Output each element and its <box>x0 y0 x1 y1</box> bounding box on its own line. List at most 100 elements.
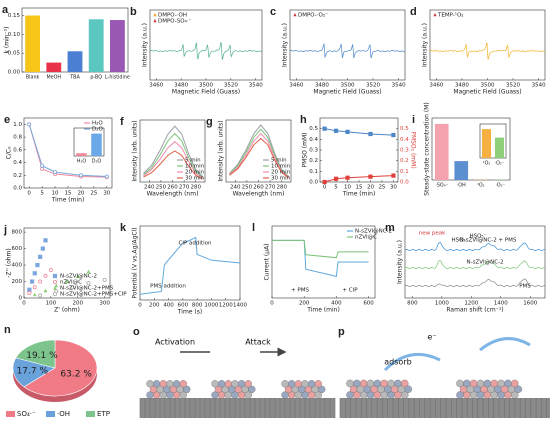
y-tick-label: 0.4 <box>309 137 318 143</box>
y-axis-label: Intensity (arb. units) <box>132 120 139 181</box>
y-tick-label: 0.5 <box>309 126 318 132</box>
y-axis-label: Intensity (a.u.) <box>142 23 149 67</box>
x-tick-label: 270 <box>179 185 190 191</box>
plot-frame <box>73 127 105 157</box>
y-axis-label: k (min⁻¹) <box>4 27 11 54</box>
x-tick-label: 3460 <box>429 83 443 89</box>
pie-slice <box>15 339 56 369</box>
x-tick-label: 1400 <box>233 303 247 309</box>
marker <box>86 269 91 274</box>
y-axis-label: Current (μA) <box>264 243 271 280</box>
x-tick-label: 15 <box>356 185 363 191</box>
legend-label: 20 min <box>271 170 291 176</box>
plot-frame <box>23 227 111 299</box>
atom <box>244 391 252 399</box>
marker <box>391 132 396 138</box>
x-tick-label: 3520 <box>224 83 238 89</box>
x-tick-label: Blank <box>26 75 40 81</box>
raman-line <box>404 241 546 251</box>
x-tick-label: 3460 <box>149 83 163 89</box>
legend-label: N-sZVI@NC-2+PMS <box>60 286 114 292</box>
pie-label: 17.7 % <box>17 366 49 376</box>
y-axis-label: Intensity (a.u.) <box>422 23 429 67</box>
marker <box>40 166 45 171</box>
x-tick-label: 3500 <box>341 83 355 89</box>
scheme-text: Attack <box>245 338 271 347</box>
y2-tick-label: 0.4 <box>400 137 409 143</box>
series-line <box>139 236 241 295</box>
panel-label: e <box>4 114 10 126</box>
x-tick-label: D₂O <box>92 159 102 165</box>
x-axis-label: Time (s) <box>177 309 202 316</box>
marker <box>48 267 53 272</box>
atom <box>387 379 395 388</box>
marker <box>333 176 339 181</box>
legend-label: nZVI@C <box>355 235 377 241</box>
marker <box>53 279 58 284</box>
marker <box>52 273 58 279</box>
x-tick-label: ¹O₂ <box>477 183 485 189</box>
y-tick-label: 800 <box>12 230 23 236</box>
y2-tick-label: 0.2 <box>400 158 409 164</box>
x-tick-label: 3540 <box>249 83 263 89</box>
y-tick-label: 0.2 <box>309 158 318 164</box>
y-tick-label: 0.6 <box>13 147 22 153</box>
legend-swatch <box>153 19 157 23</box>
marker <box>32 285 37 290</box>
marker <box>391 173 396 178</box>
y-axis-label: Intensity (arb. units) <box>218 120 225 181</box>
scheme-o: o Activation Attack <box>133 326 336 418</box>
substrate <box>140 398 335 418</box>
atom <box>514 385 523 393</box>
panel-label: b <box>130 6 137 18</box>
x-tick-label: ·O₂⁻ <box>495 183 505 189</box>
legend-label: DMPO-·OH <box>158 13 187 19</box>
y-tick-label: 0.4 <box>13 160 22 166</box>
legend-swatch <box>153 13 157 17</box>
bar <box>434 123 449 180</box>
y-tick-label: 0.3 <box>309 148 318 154</box>
x-tick-label: 200 <box>149 303 160 309</box>
y2-tick-label: 0.1 <box>400 169 409 175</box>
x-tick-label: 30 <box>103 191 110 197</box>
x-tick-label: H₂O <box>77 159 87 165</box>
bar <box>76 153 87 156</box>
plot-frame <box>289 9 406 81</box>
atom <box>179 391 187 399</box>
atom <box>456 379 464 388</box>
x-tick-label: 20 <box>77 191 84 197</box>
x-tick-label: 100 <box>46 301 57 307</box>
y2-tick-label: 0.3 <box>400 148 409 154</box>
x-tick-label: 10 <box>52 191 59 197</box>
bar <box>494 137 505 158</box>
marker <box>29 279 35 284</box>
x-tick-label: 30 <box>390 185 397 191</box>
x-tick-label: 1400 <box>494 301 508 307</box>
x-tick-label: 25 <box>378 185 385 191</box>
series-line <box>229 132 289 178</box>
legend-label: nZVI@C <box>60 280 82 286</box>
y-tick-label: 200 <box>12 279 23 285</box>
x-tick-label: 600 <box>178 303 189 309</box>
y-tick-label: 0.10 <box>8 32 21 38</box>
x-tick-label: 270 <box>265 185 276 191</box>
marker <box>70 285 75 290</box>
x-axis-label: Time (min) <box>342 191 376 198</box>
atom <box>400 391 409 399</box>
plot-frame <box>479 123 507 159</box>
legend-label: 10 min <box>271 164 291 170</box>
series-line <box>229 128 290 177</box>
y-tick-label: 400 <box>12 263 23 269</box>
arrows <box>383 337 531 372</box>
atom <box>463 379 471 388</box>
panel-label: i <box>412 114 415 126</box>
x-axis-label: Magnetic Field (Guass) <box>453 89 521 96</box>
legend-swatch <box>433 13 437 17</box>
spectrum-line <box>149 42 263 60</box>
y-axis-label: PMSO (mM) <box>302 133 309 168</box>
legend-swatch <box>86 411 95 417</box>
x-axis-label: Magnetic Field (Guass) <box>172 89 240 96</box>
annotation: + CIP <box>342 288 358 294</box>
x-tick-label: ·OH <box>457 183 466 189</box>
